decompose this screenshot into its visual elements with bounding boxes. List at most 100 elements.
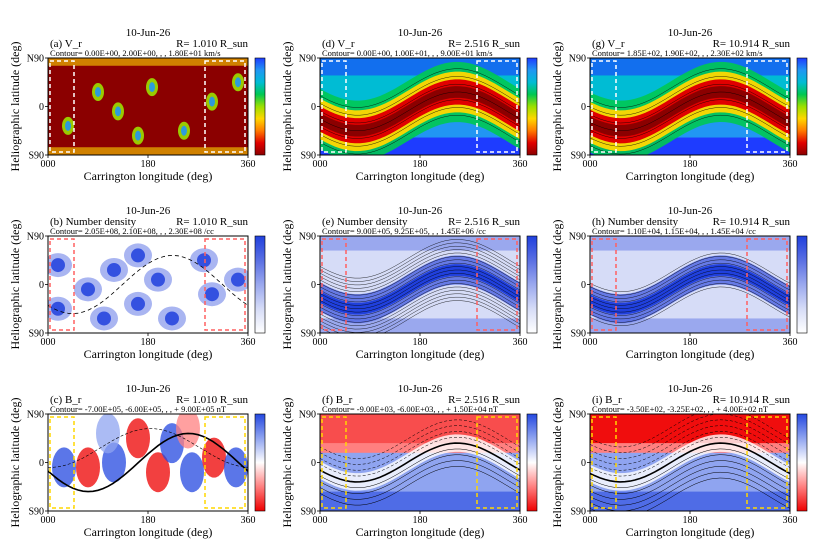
field-map bbox=[48, 236, 248, 333]
panel-date: 10-Jun-26 bbox=[126, 383, 171, 395]
panel-radius: R= 1.010 R_sun bbox=[176, 394, 248, 406]
field-blob bbox=[52, 447, 76, 488]
y-axis-label: Heliographic latitude (deg) bbox=[8, 220, 22, 350]
contour-line bbox=[590, 279, 790, 320]
field-map bbox=[320, 414, 520, 511]
contour-line bbox=[590, 256, 790, 296]
field-blob bbox=[115, 106, 121, 117]
field-blob bbox=[180, 452, 204, 493]
contour-line bbox=[590, 276, 790, 316]
field-blob bbox=[231, 272, 245, 287]
panel-title: (d) V_r bbox=[322, 38, 355, 50]
contour-line bbox=[320, 442, 520, 483]
x-tick-label: 000 bbox=[583, 337, 598, 348]
y-tick-label: S90 bbox=[570, 151, 586, 162]
panel-date: 10-Jun-26 bbox=[668, 27, 713, 39]
y-tick-label: N90 bbox=[27, 232, 44, 243]
y-tick-label: S90 bbox=[28, 151, 44, 162]
y-tick-label: 0 bbox=[311, 280, 316, 291]
field-blob bbox=[135, 130, 141, 141]
panel-date: 10-Jun-26 bbox=[126, 27, 171, 39]
field-blob bbox=[76, 447, 100, 488]
x-tick-label: 180 bbox=[413, 159, 428, 170]
field-blob bbox=[65, 120, 71, 131]
region-box-left bbox=[321, 60, 347, 153]
x-tick-label: 000 bbox=[41, 159, 56, 170]
y-tick-label: S90 bbox=[300, 507, 316, 518]
field-map bbox=[48, 58, 248, 155]
contour-line bbox=[320, 259, 520, 299]
contour-line bbox=[590, 252, 790, 293]
y-tick-label: N90 bbox=[569, 410, 586, 421]
x-tick-label: 000 bbox=[583, 515, 598, 526]
field-blob bbox=[224, 447, 248, 488]
contour-line bbox=[320, 286, 520, 326]
region-box-right bbox=[746, 238, 788, 331]
x-tick-label: 180 bbox=[141, 159, 156, 170]
panel-date: 10-Jun-26 bbox=[668, 205, 713, 217]
field-blob bbox=[97, 311, 111, 326]
x-axis-label: Carrington longitude (deg) bbox=[356, 525, 485, 539]
field-map bbox=[590, 414, 790, 511]
panel-title: (c) B_r bbox=[50, 394, 82, 406]
x-tick-label: 000 bbox=[313, 515, 328, 526]
x-axis-label: Carrington longitude (deg) bbox=[356, 169, 485, 183]
field-blob bbox=[209, 96, 215, 107]
y-axis-label: Heliographic latitude (deg) bbox=[280, 42, 294, 172]
field-blob bbox=[96, 414, 120, 454]
panel-radius: R= 2.516 R_sun bbox=[448, 394, 520, 406]
field-blob bbox=[197, 253, 211, 268]
region-box-right bbox=[476, 238, 518, 331]
contour-line bbox=[590, 68, 790, 108]
colorbar bbox=[796, 57, 808, 156]
panel-title: (h) Number density bbox=[592, 216, 679, 228]
field-band bbox=[590, 86, 790, 137]
contour-line bbox=[320, 256, 520, 296]
contour-line bbox=[320, 454, 520, 494]
x-axis-label: Carrington longitude (deg) bbox=[626, 525, 755, 539]
panel-contour-levels: Contour= 0.00E+00, 2.00E+00, , , 1.80E+0… bbox=[50, 48, 221, 58]
panel-radius: R= 10.914 R_sun bbox=[713, 394, 791, 406]
x-tick-label: 180 bbox=[141, 337, 156, 348]
y-axis-label: Heliographic latitude (deg) bbox=[550, 220, 564, 350]
contour-line bbox=[48, 428, 248, 468]
contour-line bbox=[320, 249, 520, 289]
field-blob bbox=[131, 296, 145, 311]
panel-radius: R= 1.010 R_sun bbox=[176, 216, 248, 228]
colorbar bbox=[796, 413, 808, 512]
x-axis-label: Carrington longitude (deg) bbox=[356, 347, 485, 361]
x-axis-label: Carrington longitude (deg) bbox=[626, 347, 755, 361]
x-tick-label: 000 bbox=[41, 337, 56, 348]
x-tick-label: 000 bbox=[41, 515, 56, 526]
contour-line bbox=[320, 466, 520, 506]
y-axis-label: Heliographic latitude (deg) bbox=[280, 220, 294, 350]
contour-line bbox=[590, 286, 790, 326]
panel-h: 10-Jun-26(h) Number density R= 10.914 R_s… bbox=[550, 205, 808, 361]
field-blob bbox=[131, 248, 145, 263]
panel-title: (e) Number density bbox=[322, 216, 408, 228]
contour-line bbox=[320, 239, 520, 279]
region-box-right bbox=[204, 416, 246, 509]
contour-line bbox=[590, 477, 790, 511]
y-tick-label: N90 bbox=[299, 410, 316, 421]
contour-line bbox=[320, 76, 520, 116]
contour-line bbox=[590, 442, 790, 483]
y-tick-label: 0 bbox=[581, 280, 586, 291]
contour-line bbox=[320, 437, 520, 477]
panel-b: 10-Jun-26(b) Number density R= 1.010 R_su… bbox=[8, 205, 266, 361]
field-blob bbox=[146, 452, 170, 493]
field-blob bbox=[107, 262, 121, 277]
region-box-left bbox=[321, 416, 347, 509]
field-blob bbox=[95, 86, 101, 97]
x-tick-label: 360 bbox=[241, 515, 256, 526]
region-box-left bbox=[49, 416, 75, 509]
contour-line bbox=[48, 254, 248, 315]
y-axis-label: Heliographic latitude (deg) bbox=[550, 42, 564, 172]
x-tick-label: 360 bbox=[783, 515, 798, 526]
x-tick-label: 360 bbox=[513, 337, 528, 348]
contour-line bbox=[590, 273, 790, 313]
region-box-right bbox=[204, 60, 246, 153]
contour-line bbox=[590, 466, 790, 506]
